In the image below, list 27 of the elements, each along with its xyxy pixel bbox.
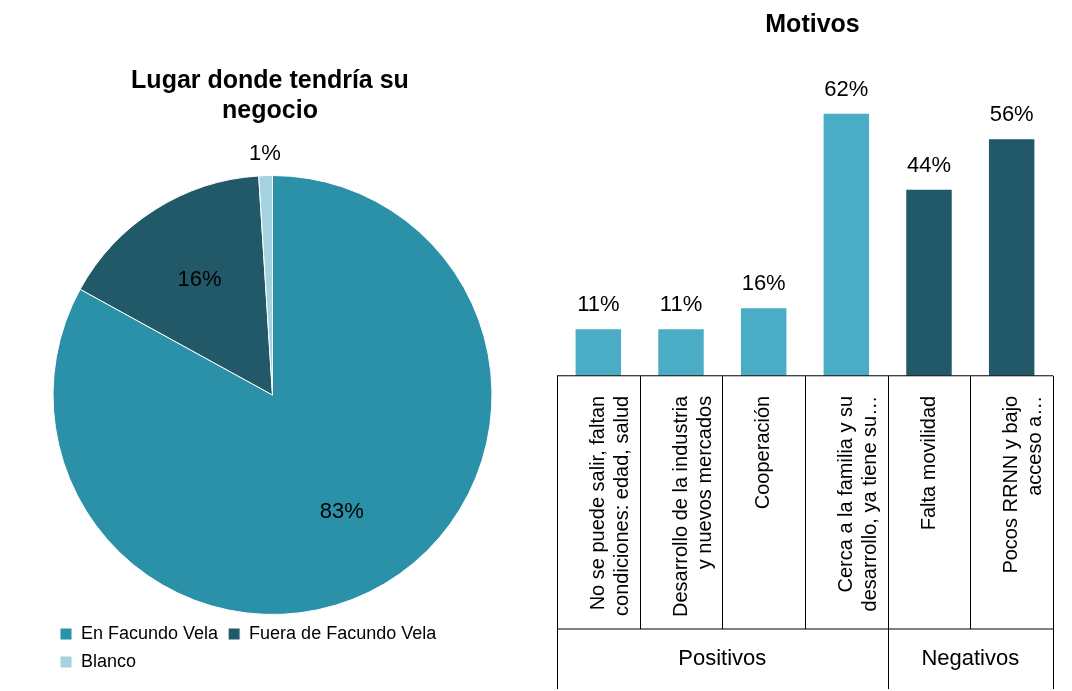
- bar: [906, 189, 952, 376]
- data-label: 11%: [577, 291, 620, 317]
- data-label: 16%: [741, 270, 786, 296]
- bar: [823, 113, 870, 376]
- chart-title: Motivos: [765, 8, 860, 37]
- bar: [740, 308, 787, 376]
- data-label: 16%: [177, 266, 222, 292]
- data-label: 56%: [989, 101, 1034, 127]
- data-label: 44%: [906, 151, 952, 177]
- bar: [658, 329, 704, 376]
- data-label: 62%: [824, 75, 869, 101]
- x-tick-label: Falta movilidad: [916, 395, 939, 531]
- x-tick-label: Cerca a la familia y su desarrollo, ya tiene su…: [833, 395, 880, 612]
- data-label: 1%: [249, 139, 281, 165]
- x-tick-label: Pocos RRNN y bajo acceso a…: [999, 395, 1046, 574]
- x-tick-label: No se puede salir, faltan condiciones: edad, salud: [585, 395, 632, 616]
- legend-label: Fuera de Facundo Vela: [249, 622, 438, 643]
- data-label: 11%: [659, 291, 703, 317]
- legend-label: Blanco: [81, 650, 137, 671]
- text: Positivos: [678, 645, 767, 671]
- text: Negativos: [921, 645, 1020, 671]
- bar: [988, 139, 1035, 376]
- bar: [575, 329, 622, 376]
- data-label: 83%: [319, 498, 364, 524]
- x-tick-label: Cooperación: [751, 395, 774, 510]
- legend-label: En Facundo Vela: [81, 622, 220, 643]
- chart-title: Lugar donde tendría su negocio: [130, 64, 410, 124]
